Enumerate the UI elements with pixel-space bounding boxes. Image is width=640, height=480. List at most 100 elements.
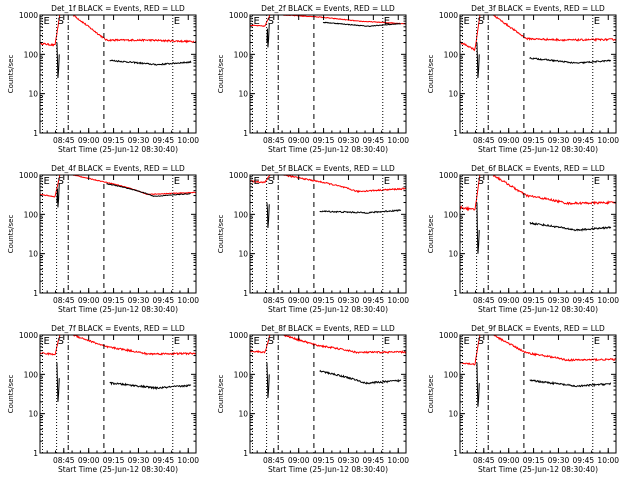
x-tick-label: 09:15	[103, 136, 125, 145]
marker-label: S	[268, 336, 274, 347]
x-tick-label: 08:45	[263, 136, 285, 145]
x-tick-label: 09:30	[128, 296, 150, 305]
x-axis-label: Start Time (25-Jun-12 08:30:40)	[268, 145, 388, 154]
y-tick-label: 100	[234, 210, 249, 219]
y-tick-label: 1000	[19, 331, 38, 340]
marker-label: S	[478, 176, 484, 187]
y-tick-label: 10	[28, 410, 38, 419]
marker-label: E	[463, 16, 469, 27]
plot-frame	[39, 174, 197, 294]
lld-series	[40, 335, 196, 356]
x-tick-label: 09:30	[128, 136, 150, 145]
x-tick-label: 09:30	[128, 456, 150, 465]
events-series	[266, 202, 402, 229]
marker-label: E	[253, 336, 259, 347]
x-tick-label: 09:30	[548, 456, 570, 465]
y-tick-label: 1000	[19, 171, 38, 180]
y-tick-label: 1000	[229, 331, 248, 340]
marker-label: E	[594, 176, 600, 187]
y-tick-label: 10	[28, 90, 38, 99]
x-tick-label: 08:45	[53, 136, 75, 145]
x-axis-label: Start Time (25-Jun-12 08:30:40)	[268, 305, 388, 314]
lld-series	[250, 175, 406, 193]
marker-label: E	[43, 16, 49, 27]
y-tick-label: 1	[33, 129, 38, 138]
x-tick-label: 09:15	[523, 136, 545, 145]
x-tick-label: 09:30	[338, 296, 360, 305]
x-tick-label: 09:00	[288, 456, 310, 465]
y-tick-label: 100	[234, 370, 249, 379]
events-series	[476, 202, 612, 254]
x-tick-label: 09:00	[288, 296, 310, 305]
y-tick-label: 100	[444, 370, 459, 379]
marker-label: E	[253, 16, 259, 27]
x-tick-label: 09:00	[288, 136, 310, 145]
x-tick-label: 10:00	[597, 136, 619, 145]
x-tick-label: 09:00	[498, 136, 520, 145]
y-tick-label: 1	[243, 449, 248, 458]
y-tick-label: 10	[238, 90, 248, 99]
events-series	[476, 42, 612, 79]
y-tick-label: 1000	[229, 11, 248, 20]
x-axis-label: Start Time (25-Jun-12 08:30:40)	[58, 305, 178, 314]
y-axis-label: Counts/sec	[7, 375, 15, 414]
y-tick-label: 100	[24, 370, 39, 379]
y-axis-label: Counts/sec	[217, 215, 225, 254]
y-tick-label: 1	[243, 289, 248, 298]
x-tick-label: 09:15	[313, 456, 335, 465]
x-axis-label: Start Time (25-Jun-12 08:30:40)	[58, 465, 178, 474]
marker-label: E	[253, 176, 259, 187]
plot-frame	[459, 14, 617, 134]
marker-label: E	[463, 176, 469, 187]
y-tick-label: 100	[234, 50, 249, 59]
y-tick-label: 1	[33, 289, 38, 298]
y-tick-label: 10	[28, 250, 38, 259]
x-tick-label: 09:00	[78, 136, 100, 145]
x-tick-label: 10:00	[387, 296, 409, 305]
y-axis-label: Counts/sec	[427, 55, 435, 94]
x-tick-label: 09:45	[573, 456, 595, 465]
x-tick-label: 10:00	[387, 456, 409, 465]
x-tick-label: 10:00	[597, 296, 619, 305]
x-tick-label: 09:00	[78, 456, 100, 465]
y-axis-label: Counts/sec	[217, 375, 225, 414]
lld-series	[40, 15, 196, 47]
y-tick-label: 100	[444, 50, 459, 59]
y-tick-label: 1	[243, 129, 248, 138]
y-tick-label: 1	[453, 129, 458, 138]
x-tick-label: 08:45	[53, 456, 75, 465]
x-tick-label: 09:45	[573, 136, 595, 145]
lld-series	[250, 335, 406, 355]
x-tick-label: 10:00	[387, 136, 409, 145]
x-tick-label: 10:00	[177, 296, 199, 305]
x-tick-label: 09:30	[548, 136, 570, 145]
marker-label: S	[58, 176, 64, 187]
x-tick-label: 09:15	[523, 296, 545, 305]
lld-series	[460, 335, 616, 366]
x-tick-label: 09:45	[153, 136, 175, 145]
x-tick-label: 09:00	[78, 296, 100, 305]
x-axis-label: Start Time (25-Jun-12 08:30:40)	[478, 305, 598, 314]
x-tick-label: 09:30	[338, 456, 360, 465]
x-tick-label: 08:45	[263, 456, 285, 465]
y-axis-label: Counts/sec	[217, 55, 225, 94]
x-tick-label: 09:45	[363, 456, 385, 465]
plot-frame	[249, 334, 407, 454]
panel-title: Det_3f BLACK = Events, RED = LLD	[471, 4, 605, 13]
marker-label: S	[268, 176, 274, 187]
x-tick-label: 08:45	[473, 456, 495, 465]
x-tick-label: 09:45	[363, 296, 385, 305]
x-tick-label: 09:00	[498, 296, 520, 305]
y-tick-label: 10	[448, 90, 458, 99]
marker-label: E	[384, 176, 390, 187]
panel-title: Det_2f BLACK = Events, RED = LLD	[261, 4, 395, 13]
plot-frame	[39, 334, 197, 454]
y-axis-label: Counts/sec	[427, 215, 435, 254]
x-tick-label: 09:45	[363, 136, 385, 145]
